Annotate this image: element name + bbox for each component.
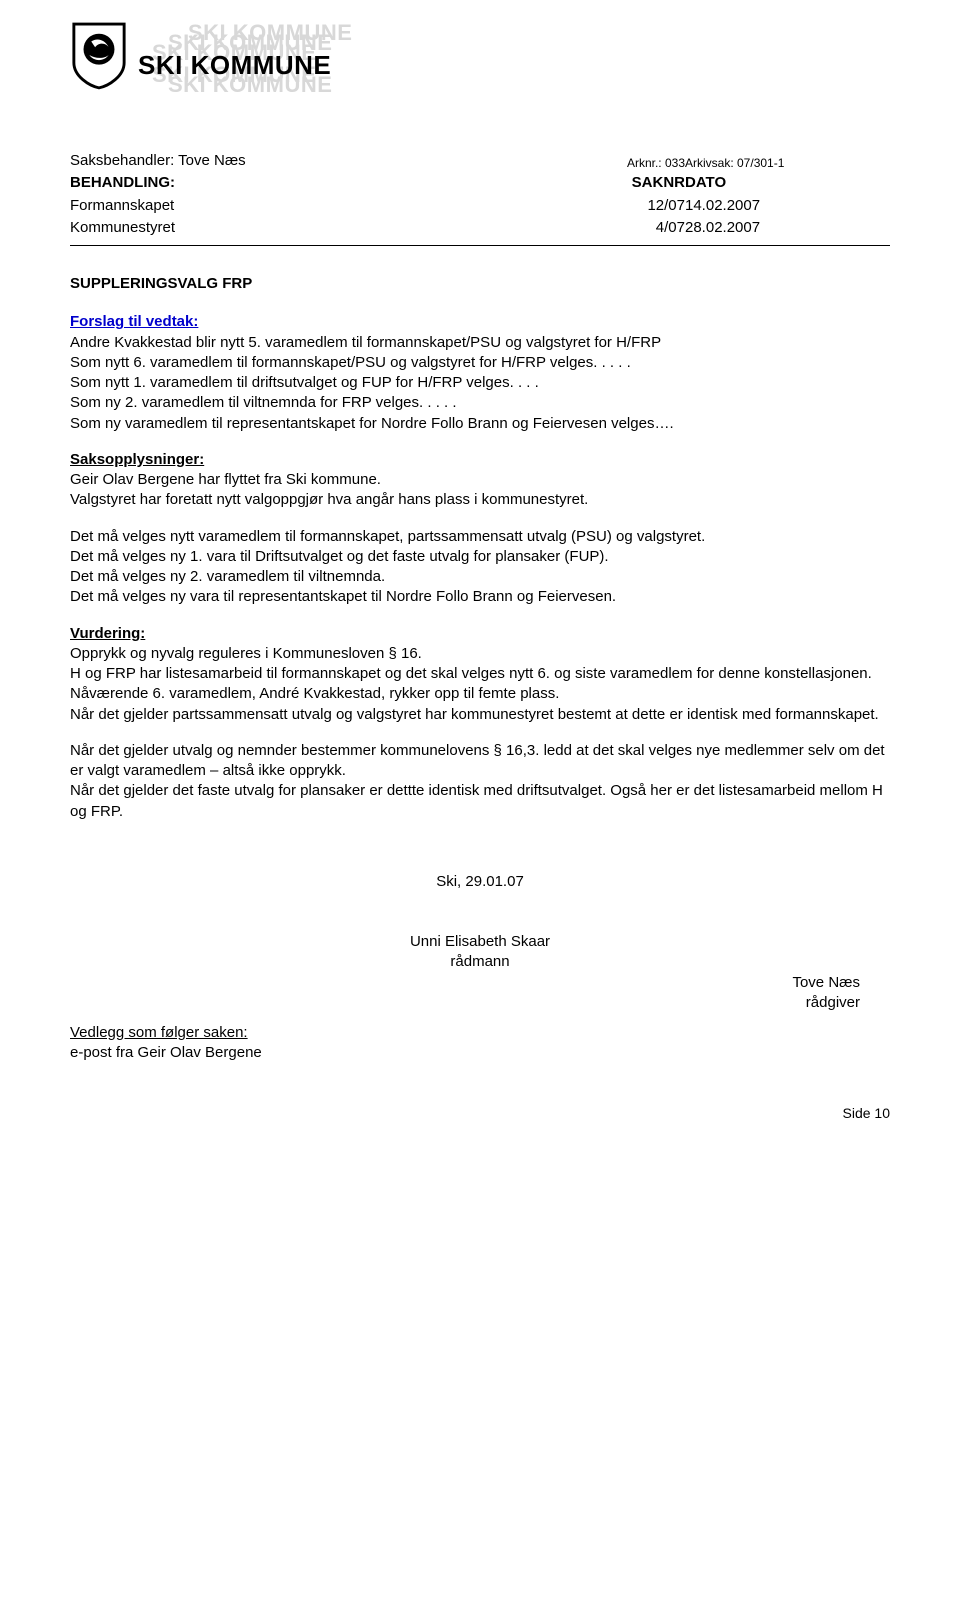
sak-line: Det må velges ny 2. varamedlem til viltn… [70,567,890,587]
signature-block: Ski, 29.01.07 Unni Elisabeth Skaar rådma… [70,872,890,973]
forslag-line: Som nytt 6. varamedlem til formannskapet… [70,353,890,373]
forslag-line: Som ny 2. varamedlem til viltnemnda for … [70,393,890,413]
shield-icon [70,20,128,90]
table-row: Kommunestyret 4/07 28.02.2007 [70,217,890,239]
saksopplysninger-heading: Saksopplysninger: [70,450,890,470]
saknr-cell: 4/07 [480,217,685,239]
table-row: Formannskapet 12/07 14.02.2007 [70,195,890,217]
body-cell: Formannskapet [70,195,480,217]
right-signer-title: rådgiver [70,993,860,1013]
vurdering-line: Når det gjelder det faste utvalg for pla… [70,781,890,822]
attachment-line: e-post fra Geir Olav Bergene [70,1043,890,1063]
vurdering-line: Opprykk og nyvalg reguleres i Kommuneslo… [70,644,890,664]
dato-cell: 28.02.2007 [685,217,890,239]
vurdering-line: H og FRP har listesamarbeid til formanns… [70,664,890,705]
saknr-cell: 12/07 [480,195,685,217]
forslag-line: Som nytt 1. varamedlem til driftsutvalge… [70,373,890,393]
behandling-label: BEHANDLING: [70,172,480,194]
arknr: Arknr.: 033 [480,150,685,172]
sak-line: Det må velges nytt varamedlem til forman… [70,527,890,547]
saksbehandler-label: Saksbehandler: Tove Næs [70,150,480,172]
forslag-line: Som ny varamedlem til representantskapet… [70,414,890,434]
vurdering-heading: Vurdering: [70,624,890,644]
vurdering-line: Når det gjelder partssammensatt utvalg o… [70,705,890,725]
place-date: Ski, 29.01.07 [70,872,890,892]
body-cell: Kommunestyret [70,217,480,239]
sak-line: Geir Olav Bergene har flyttet fra Ski ko… [70,470,890,490]
sak-line: Det må velges ny 1. vara til Driftsutval… [70,547,890,567]
attachment-block: Vedlegg som følger saken: e-post fra Gei… [70,1023,890,1064]
dato-label: DATO [685,172,890,194]
attachment-heading: Vedlegg som følger saken: [70,1023,890,1043]
page-number: Side 10 [70,1104,890,1123]
sak-line: Valgstyret har foretatt nytt valgoppgjør… [70,490,890,510]
arkivsak: Arkivsak: 07/301-1 [685,150,890,172]
signer-title: rådmann [70,952,890,972]
right-signature: Tove Næs rådgiver [70,973,890,1014]
org-name: SKI KOMMUNE [138,26,331,83]
forslag-heading: Forslag til vedtak: [70,312,890,332]
vurdering-line: Når det gjelder utvalg og nemnder bestem… [70,741,890,782]
saknr-label: SAKNR [480,172,685,194]
right-signer-name: Tove Næs [70,973,860,993]
sak-line: Det må velges ny vara til representantsk… [70,587,890,607]
case-header-table: Saksbehandler: Tove Næs Arknr.: 033 Arki… [70,150,890,239]
divider-line [70,245,890,246]
letterhead: SKI KOMMUNE SKI KOMMUNE SKI KOMMUNE SKI … [70,20,890,90]
org-name-block: SKI KOMMUNE SKI KOMMUNE SKI KOMMUNE SKI … [138,26,331,83]
forslag-line: Andre Kvakkestad blir nytt 5. varamedlem… [70,333,890,353]
dato-cell: 14.02.2007 [685,195,890,217]
document-title: SUPPLERINGSVALG FRP [70,274,890,294]
signer-name: Unni Elisabeth Skaar [70,932,890,952]
